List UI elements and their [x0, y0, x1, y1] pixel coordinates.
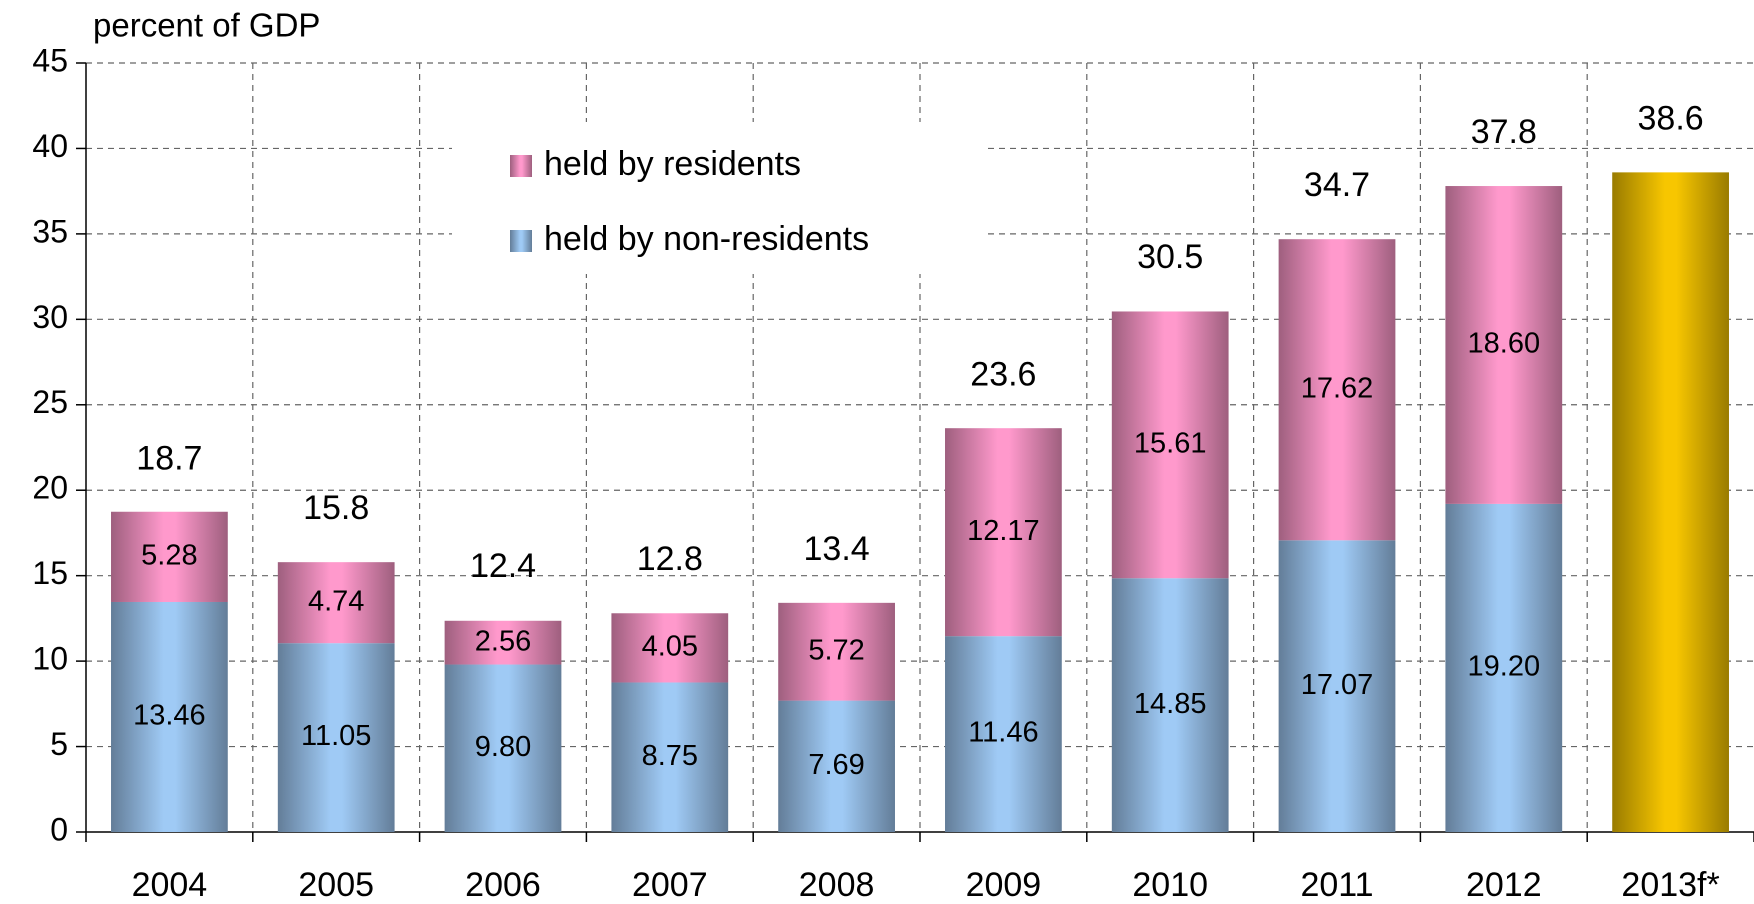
bar-segment — [778, 700, 895, 832]
total-label: 34.7 — [1304, 166, 1370, 204]
y-tick-label: 5 — [50, 726, 68, 762]
y-tick-label: 15 — [32, 555, 68, 591]
y-tick-label: 10 — [32, 641, 68, 677]
y-axis-label: percent of GDP — [93, 7, 320, 44]
total-label: 38.6 — [1638, 99, 1704, 137]
bar-segment — [778, 602, 895, 701]
bar-segment — [945, 636, 1062, 832]
x-tick-label: 2004 — [132, 866, 208, 904]
x-tick-label: 2008 — [799, 866, 875, 904]
legend-label: held by residents — [544, 145, 801, 183]
legend: held by residents held by non-residents — [452, 122, 984, 274]
x-tick-label: 2013f* — [1621, 866, 1719, 904]
value-label: 4.74 — [308, 585, 364, 617]
bar-segment — [111, 511, 228, 602]
y-tick-label: 0 — [50, 811, 68, 847]
value-label: 17.07 — [1301, 669, 1374, 701]
total-label: 15.8 — [303, 489, 369, 527]
value-label: 18.60 — [1468, 328, 1541, 360]
value-label: 4.05 — [642, 631, 698, 663]
total-label: 12.8 — [637, 540, 703, 578]
value-label: 11.05 — [301, 720, 371, 752]
bar-segment — [611, 613, 729, 683]
forecast-bar — [1612, 172, 1729, 832]
bar-segment — [1278, 239, 1396, 541]
x-tick-label: 2012 — [1466, 866, 1542, 904]
total-label: 30.5 — [1137, 238, 1203, 276]
bar-segment — [611, 682, 729, 832]
x-tick-label: 2009 — [966, 866, 1042, 904]
y-tick-label: 30 — [32, 299, 68, 335]
value-label: 12.17 — [967, 515, 1040, 547]
bar-segment — [945, 428, 1062, 637]
bar-segment — [1278, 540, 1396, 832]
x-tick-label: 2005 — [298, 866, 374, 904]
bar-segment — [111, 601, 228, 832]
value-label: 5.72 — [808, 634, 864, 666]
total-label: 12.4 — [470, 547, 536, 585]
y-tick-label: 35 — [32, 213, 68, 249]
value-label: 9.80 — [475, 731, 531, 763]
value-label: 14.85 — [1134, 688, 1207, 720]
y-tick-label: 25 — [32, 384, 68, 420]
value-label: 5.28 — [141, 540, 197, 572]
x-tick-label: 2010 — [1132, 866, 1208, 904]
legend-label: held by non-residents — [544, 220, 869, 258]
bar-segment — [277, 643, 395, 832]
y-tick-label: 20 — [32, 470, 68, 506]
bar-segment — [1445, 503, 1563, 832]
y-tick-label: 45 — [32, 42, 68, 78]
value-label: 11.46 — [968, 717, 1038, 749]
x-tick-label: 2006 — [465, 866, 541, 904]
total-label: 18.7 — [136, 439, 202, 477]
value-label: 2.56 — [475, 625, 531, 657]
value-label: 7.69 — [808, 749, 864, 781]
total-label: 13.4 — [804, 530, 870, 568]
bar-segment — [444, 664, 562, 832]
value-label: 17.62 — [1301, 372, 1374, 404]
value-label: 19.20 — [1468, 651, 1541, 683]
value-label: 15.61 — [1134, 428, 1207, 460]
bar-segment — [1111, 578, 1229, 832]
total-label: 37.8 — [1471, 113, 1537, 151]
value-label: 8.75 — [642, 740, 698, 772]
legend-swatch — [510, 155, 532, 177]
total-label: 23.6 — [970, 356, 1036, 394]
x-tick-label: 2007 — [632, 866, 708, 904]
bar-segment — [1445, 186, 1563, 504]
x-tick-label: 2011 — [1300, 866, 1373, 904]
value-label: 13.46 — [133, 700, 206, 732]
legend-swatch — [510, 230, 532, 252]
bar-segment — [277, 562, 395, 644]
y-tick-label: 40 — [32, 128, 68, 164]
bar-segment — [444, 620, 562, 665]
legend-box — [452, 122, 984, 274]
bar-segment — [1111, 311, 1229, 579]
